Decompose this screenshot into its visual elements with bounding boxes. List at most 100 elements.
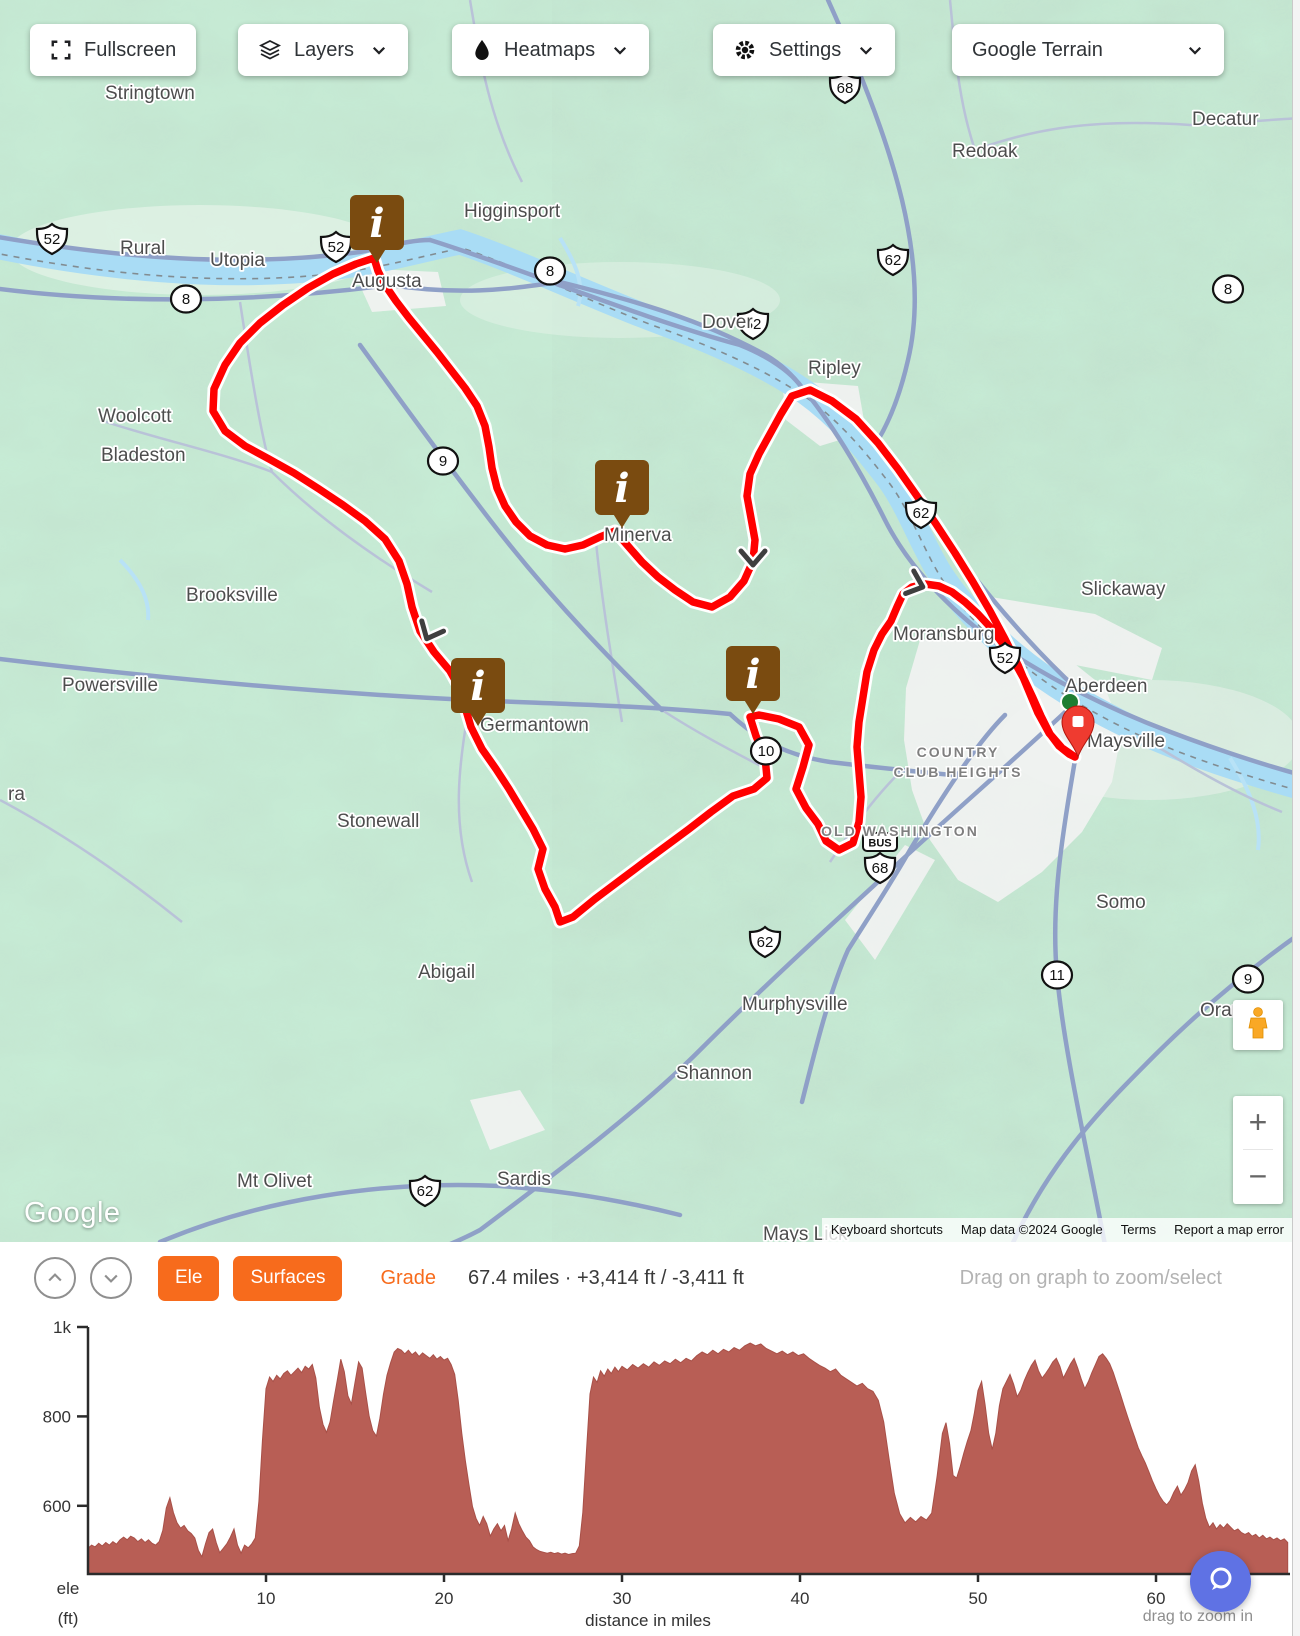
zoom-out-button[interactable]: − (1248, 1158, 1268, 1194)
x-axis-label: distance in miles (585, 1611, 711, 1630)
terrain-shading-east (620, 0, 1300, 1242)
collapse-up-button[interactable] (34, 1257, 76, 1299)
svg-text:68: 68 (837, 80, 854, 97)
basemap-select[interactable]: Google Terrain (952, 24, 1224, 76)
poi-info-marker-3[interactable]: i (726, 646, 780, 714)
map-label-aberdeen: Aberdeen (1065, 676, 1147, 697)
map-label-maysville: Maysville (1087, 731, 1165, 752)
elevation-chart[interactable]: 1k 800 600 10 20 30 40 50 60 ele (ft) distance in m… (0, 1242, 1300, 1636)
ele-toggle-button[interactable]: Ele (158, 1255, 220, 1301)
zoom-in-button[interactable]: + (1248, 1104, 1268, 1140)
map-label-abigail: Abigail (418, 962, 475, 983)
map-label-minerva: Minerva (604, 525, 672, 546)
us-route-shield-52: 52 (319, 230, 353, 264)
chat-support-button[interactable] (1190, 1551, 1251, 1612)
info-icon: i (614, 465, 629, 512)
svg-text:8: 8 (1224, 281, 1232, 298)
svg-text:62: 62 (757, 934, 774, 951)
map-area[interactable]: 52 8 52 8 52 62 68 8 9 62 52 10 BUS 68 62 11 9 62 Stringto… (0, 0, 1300, 1242)
svg-text:62: 62 (913, 505, 930, 522)
layers-button[interactable]: Layers (238, 24, 409, 76)
profile-controls: Ele Surfaces Grade 67.4 miles · +3,414 f… (34, 1255, 744, 1301)
fullscreen-button[interactable]: Fullscreen (30, 24, 197, 76)
map-zoom-control: + − (1233, 1096, 1283, 1204)
us-route-shield-62: 62 (904, 496, 938, 530)
terrain-map[interactable]: 52 8 52 8 52 62 68 8 9 62 52 10 BUS 68 62 11 9 62 Stringto… (0, 0, 1300, 1242)
area-label: CLUB HEIGHTS (894, 764, 1023, 780)
route-shield-10: 10 (749, 736, 783, 766)
tributaries (118, 236, 1261, 851)
elevation-area[interactable] (87, 1342, 1289, 1575)
surfaces-toggle-button[interactable]: Surfaces (233, 1255, 343, 1301)
scroll-gutter (1292, 0, 1300, 1636)
area-label: OLD WASHINGTON (821, 823, 979, 839)
route-shield-8: 8 (1211, 274, 1245, 304)
map-label-rural: Rural (120, 238, 165, 259)
svg-text:9: 9 (1244, 971, 1252, 988)
map-label-moransburg: Moransburg (893, 624, 994, 645)
svg-text:68: 68 (872, 860, 889, 877)
route-shield-8: 8 (169, 284, 203, 314)
route-shield-9: 9 (426, 446, 460, 476)
svg-text:52: 52 (44, 231, 61, 248)
svg-text:BUS: BUS (868, 838, 891, 850)
us-route-shield-62: 62 (876, 243, 910, 277)
layers-icon (258, 38, 282, 62)
stop-square-icon (1072, 716, 1084, 727)
grade-toggle[interactable]: Grade (380, 1266, 437, 1289)
map-label-woolcott: Woolcott (98, 406, 172, 427)
chevron-down-icon (857, 41, 875, 59)
divider (1243, 1149, 1273, 1150)
route-line[interactable] (209, 254, 1079, 926)
map-label-ra: ra (8, 784, 25, 805)
poi-info-marker-2[interactable]: i (595, 460, 649, 528)
route-end-pin[interactable] (1061, 705, 1095, 759)
map-label-germantown: Germantown (480, 715, 589, 736)
y-tick-label: 800 (43, 1407, 71, 1426)
route-shield-11: 11 (1040, 960, 1074, 990)
map-label-higginsport: Higginsport (464, 201, 561, 222)
layers-label: Layers (294, 38, 355, 61)
fullscreen-label: Fullscreen (84, 38, 177, 61)
x-tick-label: 40 (791, 1589, 810, 1608)
poi-info-marker-4[interactable]: i (451, 658, 505, 726)
svg-text:8: 8 (182, 291, 190, 308)
gear-icon (733, 38, 757, 62)
pegman-control[interactable] (1233, 1000, 1283, 1050)
map-label-murphysville: Murphysville (742, 994, 848, 1015)
settings-button[interactable]: Settings (713, 24, 896, 76)
heatmaps-button[interactable]: Heatmaps (452, 24, 650, 76)
report-map-error-link[interactable]: Report a map error (1165, 1218, 1293, 1242)
map-label-augusta: Augusta (352, 271, 422, 292)
map-label-dover: Dover (702, 312, 753, 333)
map-label-redoak: Redoak (952, 141, 1018, 162)
map-label-stringtown: Stringtown (105, 83, 195, 104)
poi-info-marker-1[interactable]: i (350, 195, 404, 263)
x-tick-label: 30 (613, 1589, 632, 1608)
map-label-brooksville: Brooksville (186, 585, 278, 606)
route-stats: 67.4 miles · +3,414 ft / -3,411 ft (468, 1266, 744, 1289)
us-route-shield-52: 52 (736, 307, 770, 341)
y-axis-unit: (ft) (58, 1609, 79, 1628)
x-tick-label: 60 (1147, 1589, 1166, 1608)
svg-text:10: 10 (758, 743, 775, 760)
settings-label: Settings (769, 38, 842, 61)
graph-hint-text: Drag on graph to zoom/select (959, 1267, 1222, 1289)
terms-link[interactable]: Terms (1111, 1218, 1166, 1242)
us-route-shield-68: 68 (828, 71, 862, 105)
y-tick-label: 600 (43, 1497, 71, 1516)
drag-zoom-hint: drag to zoom in (1142, 1608, 1253, 1625)
collapse-down-button[interactable] (90, 1257, 132, 1299)
map-attribution: Keyboard shortcuts Map data ©2024 Google… (821, 1218, 1293, 1242)
route-shield-8: 8 (533, 256, 567, 286)
heatmap-flame-icon (472, 39, 492, 61)
x-tick-label: 10 (257, 1589, 276, 1608)
keyboard-shortcuts-link[interactable]: Keyboard shortcuts (821, 1218, 952, 1242)
svg-text:8: 8 (546, 263, 554, 280)
map-data-credit: Map data ©2024 Google (951, 1218, 1112, 1242)
svg-text:9: 9 (439, 453, 447, 470)
chevron-down-icon (370, 41, 388, 59)
map-label-ripley: Ripley (808, 358, 861, 379)
info-icon: i (470, 663, 485, 710)
